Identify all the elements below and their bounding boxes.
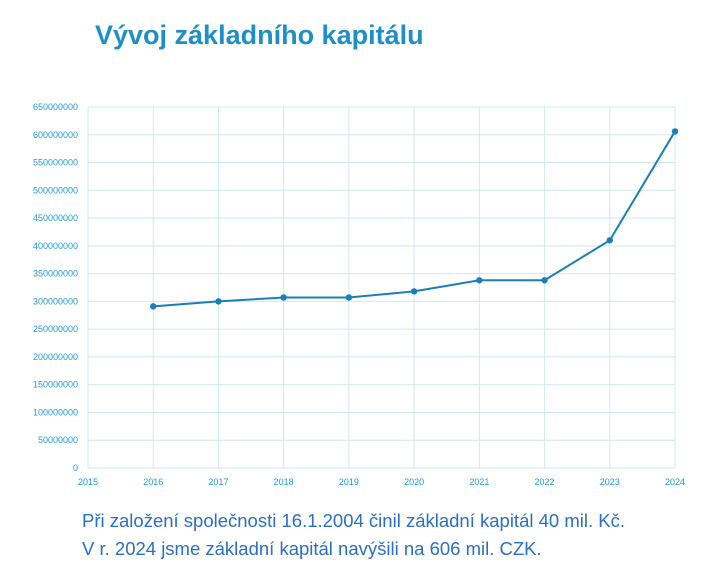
x-axis-ticks: 2015 2016 2017 2018 2019 2020 2021 2022 2023 2024 <box>78 477 685 487</box>
x-tick-label: 2018 <box>274 477 294 487</box>
y-tick-label: 200000000 <box>33 352 78 362</box>
x-tick-label: 2017 <box>208 477 228 487</box>
y-tick-label: 600000000 <box>33 130 78 140</box>
y-tick-label: 50000000 <box>38 435 78 445</box>
y-tick-label: 250000000 <box>33 324 78 334</box>
chart-series <box>150 128 679 310</box>
data-point <box>476 277 483 284</box>
chart-title: Vývoj základního kapitálu <box>95 20 424 50</box>
x-tick-label: 2024 <box>665 477 685 487</box>
x-tick-label: 2020 <box>404 477 424 487</box>
line-chart: 0 50000000 100000000 150000000 200000000 2500… <box>33 102 685 487</box>
data-point <box>410 288 418 295</box>
y-tick-label: 500000000 <box>33 185 78 195</box>
y-tick-label: 300000000 <box>33 296 78 306</box>
x-tick-label: 2021 <box>469 477 489 487</box>
x-tick-label: 2016 <box>143 477 163 487</box>
data-point <box>671 128 679 135</box>
y-tick-label: 100000000 <box>33 407 78 417</box>
data-point <box>280 294 287 301</box>
y-tick-label: 650000000 <box>33 102 78 112</box>
x-tick-label: 2022 <box>535 477 555 487</box>
capital-increase-note: V r. 2024 jsme základní kapitál navýšili… <box>82 538 542 559</box>
y-tick-label: 0 <box>73 463 78 473</box>
y-tick-label: 550000000 <box>33 158 78 168</box>
y-axis-ticks: 0 50000000 100000000 150000000 200000000 2500… <box>33 102 78 473</box>
y-tick-label: 450000000 <box>33 213 78 223</box>
data-point <box>150 303 157 310</box>
y-tick-label: 400000000 <box>33 241 78 251</box>
x-tick-label: 2015 <box>78 477 98 487</box>
x-tick-label: 2019 <box>339 477 359 487</box>
x-tick-label: 2023 <box>600 477 620 487</box>
data-point <box>345 294 353 301</box>
data-point <box>215 298 222 305</box>
founding-capital-note: Při založení společnosti 16.1.2004 činil… <box>82 510 625 531</box>
data-point <box>541 277 548 284</box>
y-tick-label: 350000000 <box>33 269 78 279</box>
data-point <box>606 237 613 244</box>
chart-grid <box>87 106 676 469</box>
y-tick-label: 150000000 <box>33 380 78 390</box>
